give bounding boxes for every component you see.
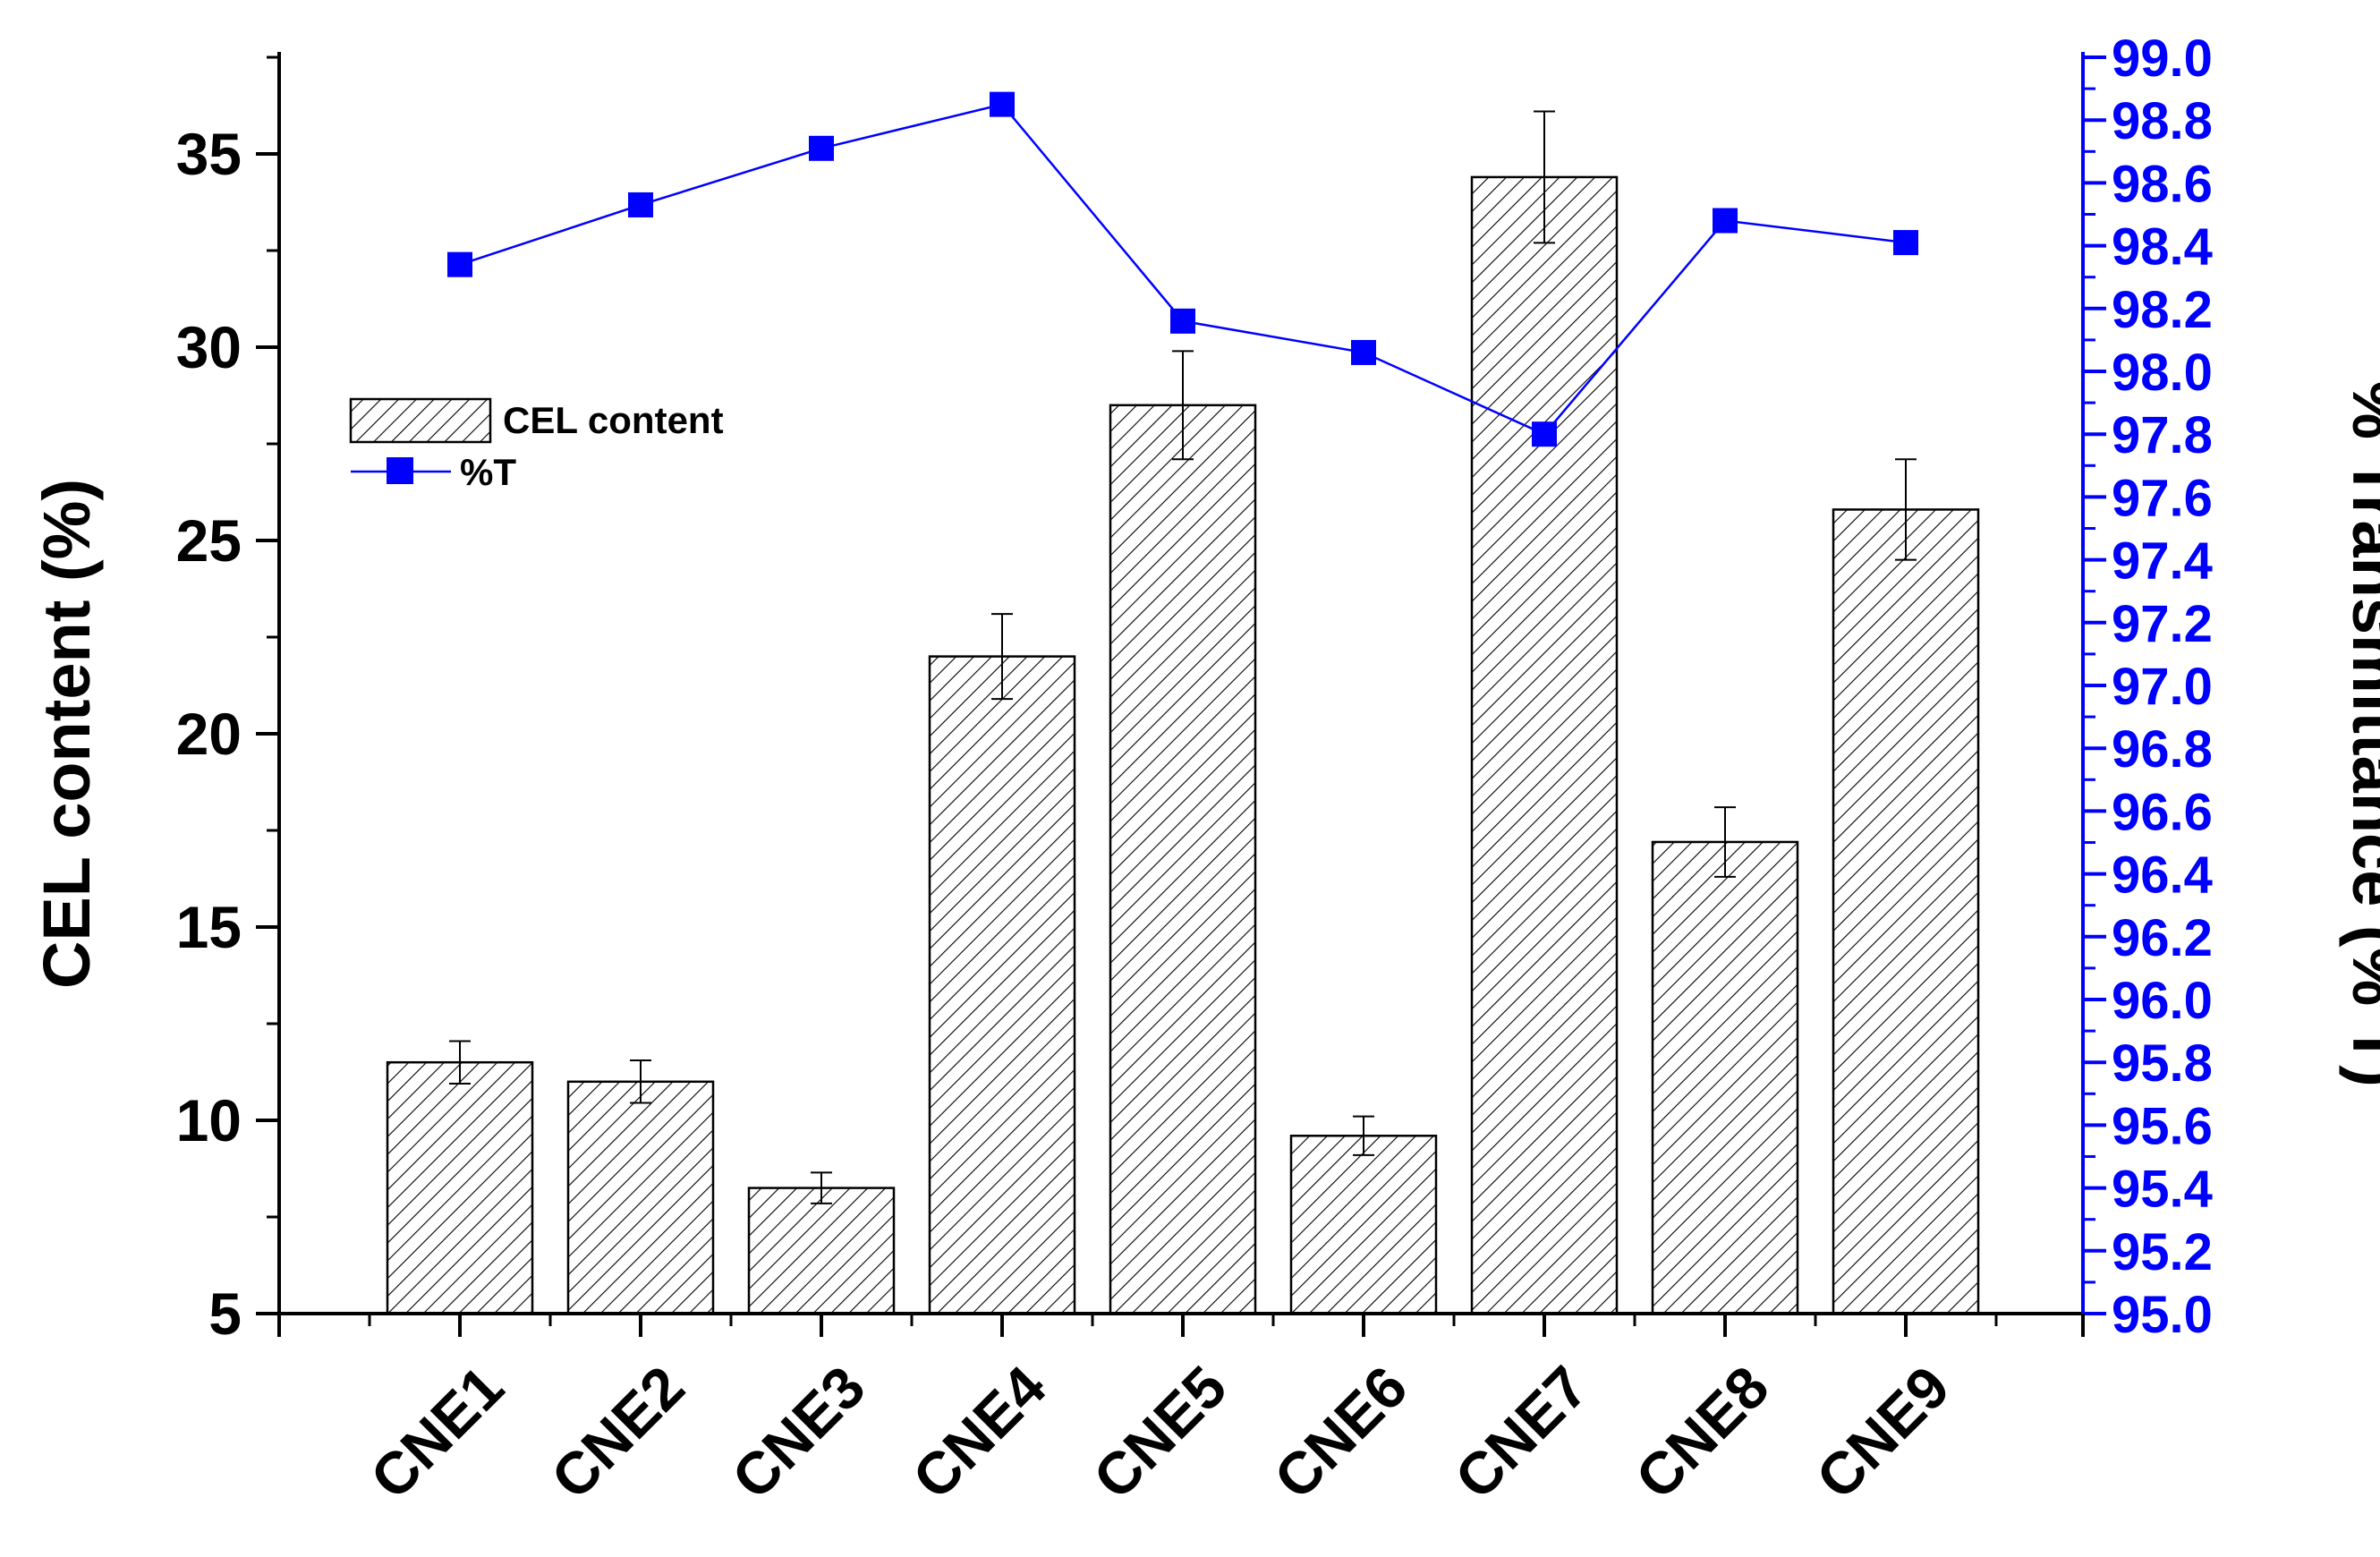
right-tick-label: 99.0 [2112, 30, 2213, 88]
right-tick-label: 98.8 [2112, 92, 2213, 150]
transmittance-point-cne9 [1893, 230, 1918, 256]
right-tick-label: 98.2 [2112, 281, 2213, 339]
left-tick-label: 5 [208, 1280, 242, 1347]
left-tick-label: 25 [176, 507, 242, 574]
left-tick-label: 10 [176, 1087, 242, 1153]
transmittance-point-cne8 [1713, 208, 1738, 234]
bar-series [386, 110, 1980, 1315]
left-tick-label: 20 [176, 701, 242, 767]
right-tick-label: 98.6 [2112, 155, 2213, 213]
axes [256, 52, 2106, 1337]
bar-cne9 [1832, 508, 1980, 1315]
legend-swatch-bar [349, 397, 492, 444]
line-series [447, 91, 1918, 447]
x-tick-label: CNE4 [900, 1353, 1058, 1511]
x-tick-label: CNE9 [1804, 1353, 1962, 1511]
x-tick-label: CNE3 [719, 1353, 878, 1511]
right-tick-label: 95.8 [2112, 1034, 2213, 1093]
left-tick-label: 30 [176, 314, 242, 380]
transmittance-point-cne4 [990, 91, 1015, 117]
x-tick-label: CNE5 [1081, 1353, 1239, 1511]
x-tick-label: CNE1 [358, 1353, 516, 1511]
right-axis-title: % Transmittance (% T) [2339, 380, 2380, 1087]
right-tick-label: 97.0 [2112, 658, 2213, 716]
right-tick-label: 96.6 [2112, 783, 2213, 841]
legend: CEL content %T [349, 397, 724, 493]
bar-cne2 [566, 1080, 715, 1315]
x-tick-label: CNE7 [1442, 1353, 1601, 1511]
legend-swatch-marker [387, 457, 413, 484]
right-tick-label: 97.2 [2112, 595, 2213, 653]
x-tick-label: CNE6 [1262, 1353, 1420, 1511]
right-tick-label: 97.8 [2112, 406, 2213, 464]
transmittance-point-cne2 [628, 191, 653, 217]
right-tick-label: 97.4 [2112, 532, 2213, 591]
transmittance-point-cne6 [1351, 339, 1376, 365]
right-tick-label: 96.8 [2112, 720, 2213, 778]
bar-cne6 [1289, 1135, 1438, 1315]
bar-cne4 [928, 655, 1076, 1315]
left-tick-label: 35 [176, 121, 242, 187]
right-tick-label: 95.6 [2112, 1097, 2213, 1155]
bar-cne5 [1109, 404, 1257, 1315]
right-tick-label: 95.2 [2112, 1223, 2213, 1281]
bar-cne3 [747, 1187, 896, 1315]
right-tick-label: 95.4 [2112, 1161, 2213, 1219]
right-tick-label: 95.0 [2112, 1286, 2213, 1344]
right-tick-label: 98.4 [2112, 218, 2213, 277]
right-tick-label: 96.0 [2112, 972, 2213, 1030]
transmittance-point-cne5 [1170, 308, 1195, 334]
bar-cne8 [1651, 840, 1799, 1315]
transmittance-point-cne1 [447, 251, 472, 277]
x-tick-label: CNE2 [539, 1353, 697, 1511]
x-tick-label: CNE8 [1623, 1353, 1781, 1511]
legend-label-transmittance: %T [460, 451, 516, 493]
bar-cne1 [386, 1060, 534, 1315]
right-tick-label: 98.0 [2112, 344, 2213, 402]
legend-label-cel: CEL content [503, 399, 724, 441]
left-axis-title: CEL content (%) [30, 479, 104, 989]
left-tick-label: 15 [176, 894, 242, 960]
right-tick-label: 96.4 [2112, 847, 2213, 905]
transmittance-point-cne7 [1532, 421, 1557, 447]
transmittance-point-cne3 [809, 135, 834, 161]
bar-cne7 [1470, 175, 1619, 1315]
right-tick-label: 97.6 [2112, 469, 2213, 527]
right-tick-label: 96.2 [2112, 909, 2213, 967]
